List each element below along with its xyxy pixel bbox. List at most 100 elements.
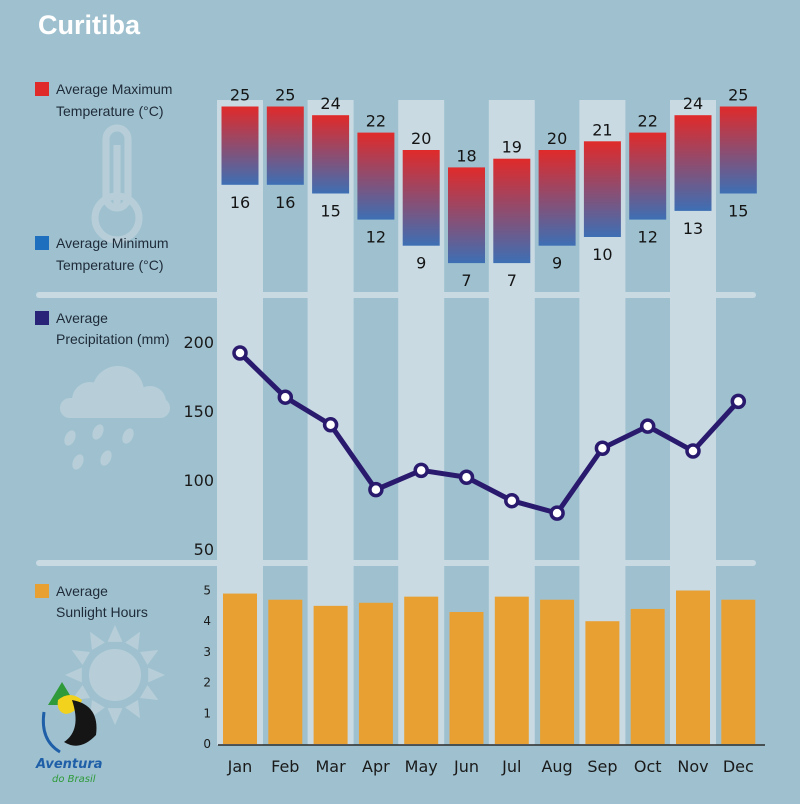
legend-min-temp: Average Minimum Temperature (°C) [35,235,169,273]
month-label: Aug [541,757,572,776]
sun-icon [65,625,165,725]
max-temp-label: 20 [411,129,431,148]
min-temp-label: 16 [275,193,295,212]
precipitation-point [730,393,747,410]
max-temp-label: 18 [456,146,476,165]
legend-label: Average [56,583,108,599]
temp-bar [583,141,621,237]
sun-ray [107,625,123,642]
min-temp-label: 13 [683,219,703,238]
month-label: Oct [634,757,662,776]
rain-cloud-icon [60,366,170,470]
legend-swatch-sunlight [35,584,49,598]
legend-swatch-max-temp [35,82,49,96]
legend-label: Sunlight Hours [56,604,148,620]
max-temp-label: 20 [547,129,567,148]
temp-bar [357,132,395,220]
precipitation-series-line [238,351,741,516]
max-temp-label: 25 [728,86,748,105]
temp-bar [493,158,531,264]
temp-bar [538,150,576,246]
min-temp-label: 9 [552,254,562,273]
legend-swatch-min-temp [35,236,49,250]
sun-ray [140,685,159,700]
legend-swatch-precipitation [35,311,49,325]
sunlight-bar [585,621,620,744]
precipitation-line [232,345,747,521]
precipitation-point [368,481,384,498]
sunlight-bar [268,599,303,744]
precipitation-point [458,469,475,485]
max-temp-label: 25 [230,86,250,105]
sunlight-bar [313,605,348,744]
temp-bar [674,115,712,211]
logo-arc [41,711,61,754]
precipitation-point [322,417,339,433]
precip-tick-label: 100 [183,471,214,490]
sun-ray [71,685,90,700]
temp-bar [312,115,350,194]
min-temp-label: 9 [416,254,426,273]
sun-ray [125,700,140,719]
month-label: Jan [227,757,253,776]
sun-ray [107,708,123,725]
precipitation-point [232,345,248,361]
sunlight-bar [449,611,484,744]
sunlight-bar [358,602,393,744]
max-temp-label: 22 [638,112,658,131]
precipitation-point [549,505,565,521]
legend-max-temp: Average Maximum Temperature (°C) [35,81,172,119]
precipitation-point [685,443,701,459]
sun-ray [71,650,90,665]
min-temp-label: 15 [728,202,748,221]
sunlight-bar [494,596,529,744]
logo-text-line1: Aventura [35,757,103,772]
month-label: Jun [453,757,479,776]
legend-label: Temperature (°C) [56,103,164,119]
sunlight-bar [540,599,575,744]
month-label: Feb [271,757,299,776]
min-temp-label: 7 [507,271,517,290]
precip-tick-label: 200 [183,333,214,352]
sunlight-bar [630,608,665,744]
legend-label: Temperature (°C) [56,257,164,273]
min-temp-label: 12 [366,228,386,247]
temp-bar [266,106,304,185]
legend-precipitation: Average Precipitation (mm) [35,310,170,347]
month-label: Jul [501,757,521,776]
max-temp-label: 25 [275,86,295,105]
precipitation-point [639,418,656,434]
min-temp-label: 7 [461,271,471,290]
max-temp-label: 24 [320,94,340,113]
precipitation-point [413,462,429,479]
legend-label: Precipitation (mm) [56,331,170,347]
chart-title: Curitiba [38,10,141,40]
legend-label: Average Minimum [56,235,169,251]
month-label: Apr [362,757,390,776]
month-label: Sep [587,757,617,776]
sunlight-tick-label: 3 [203,645,211,659]
sun-ray [140,650,159,665]
section-divider [36,560,756,566]
axes: 200 150 100 50 0 1 2 3 4 5 Jan Feb Mar Apr May Jun Jul Au… [183,333,765,776]
sun-ray [90,700,105,719]
temperature-bars: 25 16 25 16 24 15 22 12 20 9 18 7 19 7 20 9 21 10 22 12 24 13… [221,86,757,290]
aventura-logo: Aventura do Brasil [35,682,103,785]
month-label: Mar [316,757,347,776]
month-label: Nov [677,757,708,776]
min-temp-label: 12 [638,228,658,247]
sun-ray [148,667,165,683]
min-temp-label: 10 [592,245,612,264]
temp-bar [402,150,440,246]
temp-bar [719,106,757,194]
precip-tick-label: 150 [183,402,214,421]
sun-ray [125,631,140,650]
legend-sunlight: Average Sunlight Hours [35,583,148,620]
sunlight-tick-label: 5 [203,584,211,598]
month-label: May [405,757,438,776]
precipitation-point [504,492,520,509]
sunlight-tick-label: 1 [203,706,211,720]
max-temp-label: 21 [592,120,612,139]
